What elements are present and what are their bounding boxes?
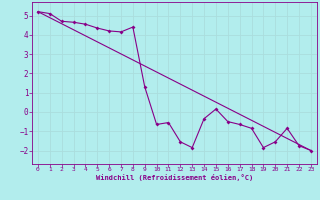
X-axis label: Windchill (Refroidissement éolien,°C): Windchill (Refroidissement éolien,°C)	[96, 174, 253, 181]
